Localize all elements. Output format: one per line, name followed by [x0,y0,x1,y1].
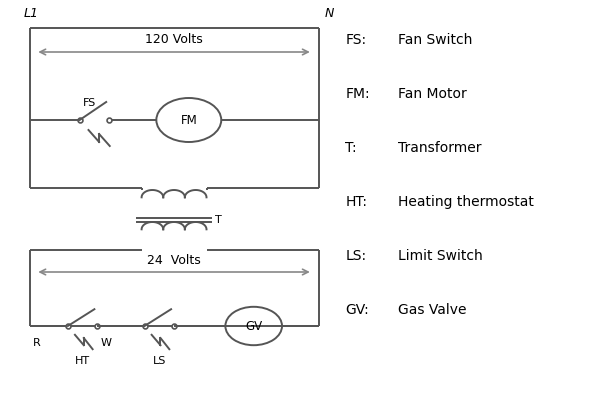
Text: Gas Valve: Gas Valve [398,303,467,317]
Text: FS: FS [83,98,96,108]
Text: FM: FM [181,114,197,126]
Text: N: N [324,7,334,20]
Text: Limit Switch: Limit Switch [398,249,483,263]
Text: LS:: LS: [345,249,366,263]
Text: T: T [215,215,222,225]
Text: HT:: HT: [345,195,367,209]
Text: 24  Volts: 24 Volts [147,254,201,267]
Text: GV: GV [245,320,263,332]
Text: T:: T: [345,141,357,155]
Text: LS: LS [153,356,166,366]
Text: GV:: GV: [345,303,369,317]
Text: Fan Motor: Fan Motor [398,87,467,101]
Text: FS:: FS: [345,33,366,47]
Text: L1: L1 [24,7,38,20]
Text: Transformer: Transformer [398,141,482,155]
Text: HT: HT [75,356,90,366]
Text: Fan Switch: Fan Switch [398,33,473,47]
Text: 120 Volts: 120 Volts [145,33,203,46]
Text: R: R [32,338,40,348]
Text: Heating thermostat: Heating thermostat [398,195,534,209]
Text: FM:: FM: [345,87,370,101]
Text: W: W [100,338,112,348]
